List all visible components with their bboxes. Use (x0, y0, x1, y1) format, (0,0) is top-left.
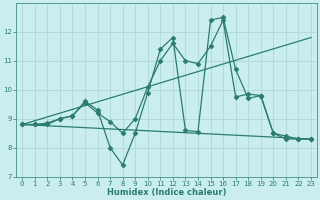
X-axis label: Humidex (Indice chaleur): Humidex (Indice chaleur) (107, 188, 226, 197)
